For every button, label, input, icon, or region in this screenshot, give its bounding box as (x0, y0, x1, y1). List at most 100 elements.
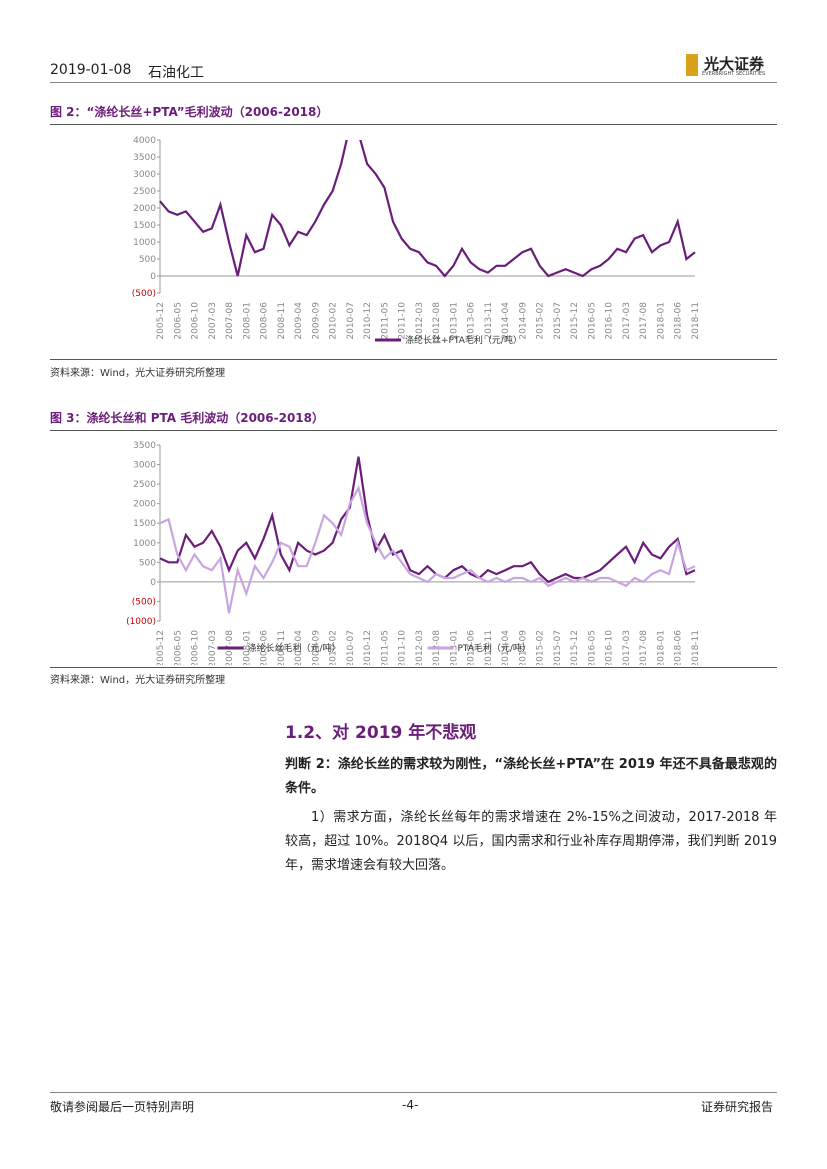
x-tick-label: 2011-10 (398, 630, 408, 665)
y-tick-label: (500) (132, 289, 156, 299)
x-tick-label: 2006-05 (173, 302, 183, 340)
x-tick-label: 2009-09 (311, 302, 321, 340)
x-tick-label: 2009-09 (311, 630, 321, 665)
footer-rule (50, 1092, 777, 1093)
x-tick-label: 2010-12 (363, 302, 373, 340)
y-tick-label: 2500 (133, 187, 156, 197)
x-tick-label: 2012-03 (415, 630, 425, 665)
y-tick-label: 3000 (133, 170, 156, 180)
section-heading: 1.2、对 2019 年不悲观 (285, 723, 477, 743)
x-tick-label: 2006-10 (191, 630, 201, 665)
x-tick-label: 2018-06 (674, 302, 684, 340)
x-tick-label: 2013-11 (484, 630, 494, 665)
x-tick-label: 2011-05 (380, 302, 390, 340)
x-tick-label: 2005-12 (156, 302, 166, 340)
chart: 3500300025002000150010005000(500)(1000)2… (126, 441, 701, 665)
x-tick-label: 2017-08 (639, 630, 649, 665)
figure-caption: 图 2：“涤纶长丝+PTA”毛利波动（2006-2018） (50, 105, 329, 119)
x-tick-label: 2017-03 (622, 630, 632, 665)
x-tick-label: 2008-06 (260, 302, 270, 340)
x-tick-label: 2018-01 (656, 630, 666, 665)
y-tick-label: 0 (150, 578, 156, 588)
y-tick-label: 0 (150, 272, 156, 282)
y-tick-label: 3000 (133, 461, 156, 471)
y-tick-label: 1000 (133, 539, 156, 549)
header-date: 2019-01-08 (50, 62, 132, 78)
x-tick-label: 2016-10 (605, 630, 615, 665)
x-tick-label: 2012-08 (432, 302, 442, 340)
logo-text: 光大证券 (704, 55, 765, 73)
y-tick-label: 2000 (133, 500, 156, 510)
chart: 40003500300025002000150010005000(500)200… (132, 136, 701, 346)
legend-label: 涤纶长丝+PTA毛利（元/吨） (405, 334, 522, 346)
figure-rule (50, 124, 777, 125)
x-tick-label: 2008-01 (242, 630, 252, 665)
y-tick-label: 3500 (133, 441, 156, 451)
x-tick-label: 2010-07 (346, 630, 356, 665)
x-tick-label: 2014-04 (501, 302, 511, 340)
figure-source: 资料来源：Wind，光大证券研究所整理 (50, 675, 226, 686)
x-tick-label: 2008-01 (242, 302, 252, 340)
x-tick-label: 2010-07 (346, 302, 356, 340)
footer-right: 证券研究报告 (701, 1100, 774, 1114)
y-tick-label: (500) (132, 597, 156, 607)
y-tick-label: 500 (139, 558, 156, 568)
legend-label: 涤纶长丝毛利（元/吨） (248, 642, 341, 654)
footer-left: 敬请参阅最后一页特别声明 (50, 1100, 195, 1114)
judgement: 判断 2：涤纶长丝的需求较为刚性，“涤纶长丝+PTA”在 2019 年还不具备最… (285, 757, 777, 796)
x-tick-label: 2010-12 (363, 630, 373, 665)
x-tick-label: 2010-02 (329, 630, 339, 665)
y-tick-label: 1500 (133, 221, 156, 231)
x-tick-label: 2005-12 (156, 630, 166, 665)
logo-icon (686, 54, 698, 76)
x-tick-label: 2013-06 (467, 630, 477, 665)
header-rule (50, 82, 777, 83)
figure-caption: 图 3：涤纶长丝和 PTA 毛利波动（2006-2018） (50, 411, 324, 425)
figure-rule (50, 430, 777, 431)
x-tick-label: 2015-12 (570, 630, 580, 665)
x-tick-label: 2008-11 (277, 630, 287, 665)
y-tick-label: 1000 (133, 238, 156, 248)
x-tick-label: 2017-08 (639, 302, 649, 340)
x-tick-label: 2015-07 (553, 630, 563, 665)
header-sector: 石油化工 (148, 65, 204, 81)
logo-sub: EVERBRIGHT SECURITIES (702, 71, 766, 77)
figure-rule (50, 359, 777, 360)
y-tick-label: 2000 (133, 204, 156, 214)
x-tick-label: 2018-11 (691, 630, 701, 665)
x-tick-label: 2016-05 (587, 630, 597, 665)
y-tick-label: (1000) (126, 617, 156, 627)
x-tick-label: 2017-03 (622, 302, 632, 340)
x-tick-label: 2007-03 (208, 302, 218, 340)
y-tick-label: 2500 (133, 480, 156, 490)
x-tick-label: 2008-06 (260, 630, 270, 665)
x-tick-label: 2013-01 (449, 302, 459, 340)
series-line (159, 140, 696, 278)
x-tick-label: 2006-05 (173, 630, 183, 665)
x-tick-label: 2015-02 (536, 630, 546, 665)
x-tick-label: 2007-08 (225, 302, 235, 340)
x-tick-label: 2018-06 (674, 630, 684, 665)
x-tick-label: 2011-05 (380, 630, 390, 665)
y-tick-label: 3500 (133, 153, 156, 163)
x-tick-label: 2016-05 (587, 302, 597, 340)
x-tick-label: 2014-09 (518, 302, 528, 340)
y-tick-label: 1500 (133, 519, 156, 529)
x-tick-label: 2014-09 (518, 630, 528, 665)
x-tick-label: 2013-01 (449, 630, 459, 665)
x-tick-label: 2013-06 (467, 302, 477, 340)
x-tick-label: 2015-02 (536, 302, 546, 340)
series-line (159, 485, 696, 614)
x-tick-label: 2016-10 (605, 302, 615, 340)
x-tick-label: 2009-04 (294, 630, 304, 665)
figure-rule (50, 667, 777, 668)
x-tick-label: 2009-04 (294, 302, 304, 340)
x-tick-label: 2015-07 (553, 302, 563, 340)
x-tick-label: 2018-11 (691, 302, 701, 340)
x-tick-label: 2006-10 (191, 302, 201, 340)
x-tick-label: 2014-04 (501, 630, 511, 665)
y-tick-label: 500 (139, 255, 156, 265)
x-tick-label: 2010-02 (329, 302, 339, 340)
x-tick-label: 2011-10 (398, 302, 408, 340)
series-line (159, 456, 696, 584)
